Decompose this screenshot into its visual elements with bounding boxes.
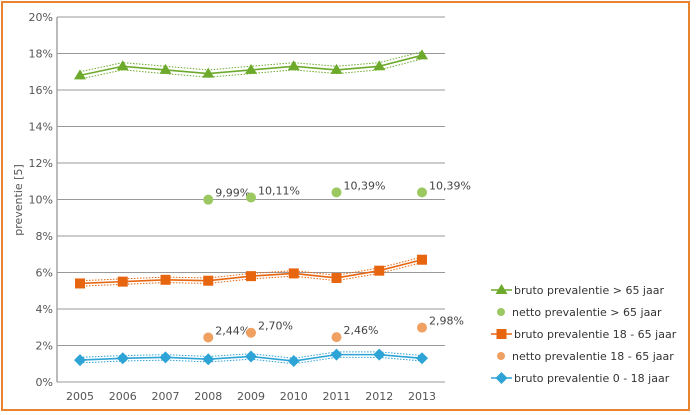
legend-marker [495, 372, 508, 384]
legend-item: netto prevalentie 18 - 65 jaar [497, 350, 674, 363]
x-tick-label: 2009 [237, 390, 265, 403]
series-2 [75, 254, 427, 289]
data-label: 2,70% [258, 320, 293, 333]
legend-marker [496, 329, 507, 339]
y-tick-label: 12% [29, 157, 53, 170]
legend: bruto prevalentie > 65 jaar netto prevale… [491, 284, 677, 385]
data-point [331, 332, 342, 343]
y-tick-label: 20% [29, 11, 53, 24]
data-label: 2,44% [215, 324, 250, 337]
legend-label: netto prevalentie > 65 jaar [512, 306, 662, 319]
data-point [116, 352, 129, 365]
y-tick-label: 18% [29, 48, 53, 61]
legend-marker [495, 284, 508, 294]
data-point [117, 276, 128, 287]
data-point [246, 192, 256, 203]
x-tick-label: 2012 [365, 390, 393, 403]
y-tick-label: 6% [36, 267, 53, 280]
data-point [287, 60, 300, 71]
y-tick-label: 10% [29, 194, 53, 207]
data-point [330, 63, 343, 74]
legend-item: bruto prevalentie > 65 jaar [491, 284, 664, 297]
x-tick-label: 2013 [408, 390, 436, 403]
data-point [116, 60, 129, 71]
y-tick-label: 4% [36, 303, 53, 316]
x-tick-label: 2011 [323, 390, 351, 403]
data-point [246, 271, 256, 282]
legend-marker [497, 352, 505, 360]
data-point [288, 268, 299, 279]
data-label: 9,99% [215, 187, 250, 200]
data-point [417, 322, 427, 333]
data-label: 2,46% [344, 324, 379, 337]
data-point [203, 275, 214, 286]
series-3: 2,44% 2,70% 2,46% 2,98% [203, 315, 464, 343]
data-point [203, 194, 214, 205]
x-tick-label: 2010 [280, 390, 308, 403]
series-1: 9,99% 10,11% 10,39% 10,39% [203, 179, 471, 205]
y-axis-ticks: 0% 2% 4% 6% 8% 10% 12% 14% 16% 18% 20% [29, 11, 53, 389]
data-point [160, 274, 171, 285]
data-point [245, 350, 257, 363]
series-group: 9,99% 10,11% 10,39% 10,39%2,44% 2,70% 2,46%2,… [74, 49, 471, 368]
data-point [159, 63, 172, 74]
data-point [203, 332, 214, 343]
series-0 [74, 49, 428, 80]
x-tick-label: 2006 [109, 390, 137, 403]
y-tick-label: 0% [36, 376, 53, 389]
data-point [246, 327, 256, 338]
data-point [417, 187, 427, 198]
y-tick-label: 8% [36, 230, 53, 243]
gridlines [56, 16, 445, 383]
legend-label: bruto prevalentie 18 - 65 jaar [514, 328, 677, 341]
data-label: 10,11% [258, 184, 300, 197]
data-point [416, 352, 428, 365]
data-point [373, 60, 386, 71]
data-point [331, 187, 342, 198]
data-point [245, 63, 257, 74]
chart-frame [1, 1, 690, 411]
legend-item: netto prevalentie > 65 jaar [497, 306, 662, 319]
y-tick-label: 14% [29, 121, 53, 134]
data-point [74, 354, 86, 367]
data-label: 10,39% [344, 179, 386, 192]
series-4 [74, 348, 428, 368]
x-tick-label: 2008 [194, 390, 222, 403]
x-tick-label: 2007 [152, 390, 180, 403]
legend-marker [497, 308, 505, 316]
legend-item: bruto prevalentie 18 - 65 jaar [491, 328, 677, 341]
data-point [417, 254, 427, 265]
legend-label: netto prevalentie 18 - 65 jaar [512, 350, 674, 363]
x-axis-ticks: 2005 2006 2007 2008 2009 2010 2011 2012 2013 [66, 390, 436, 403]
data-point [331, 272, 342, 283]
data-point [373, 348, 386, 361]
data-point [74, 69, 86, 80]
data-point [75, 278, 85, 289]
data-point [416, 49, 428, 60]
data-label: 2,98% [429, 315, 464, 328]
data-point [202, 353, 215, 366]
legend-item: bruto prevalentie 0 - 18 jaar [491, 372, 670, 385]
data-point [159, 351, 172, 364]
data-label: 10,39% [429, 179, 471, 192]
data-point [330, 348, 343, 361]
y-axis-label: preventie [5] [12, 164, 25, 236]
x-tick-label: 2005 [66, 390, 94, 403]
data-point [287, 355, 300, 368]
legend-label: bruto prevalentie > 65 jaar [514, 284, 664, 297]
data-point [202, 67, 215, 78]
legend-label: bruto prevalentie 0 - 18 jaar [514, 372, 670, 385]
y-tick-label: 2% [36, 340, 53, 353]
y-tick-label: 16% [29, 84, 53, 97]
data-point [374, 265, 385, 276]
